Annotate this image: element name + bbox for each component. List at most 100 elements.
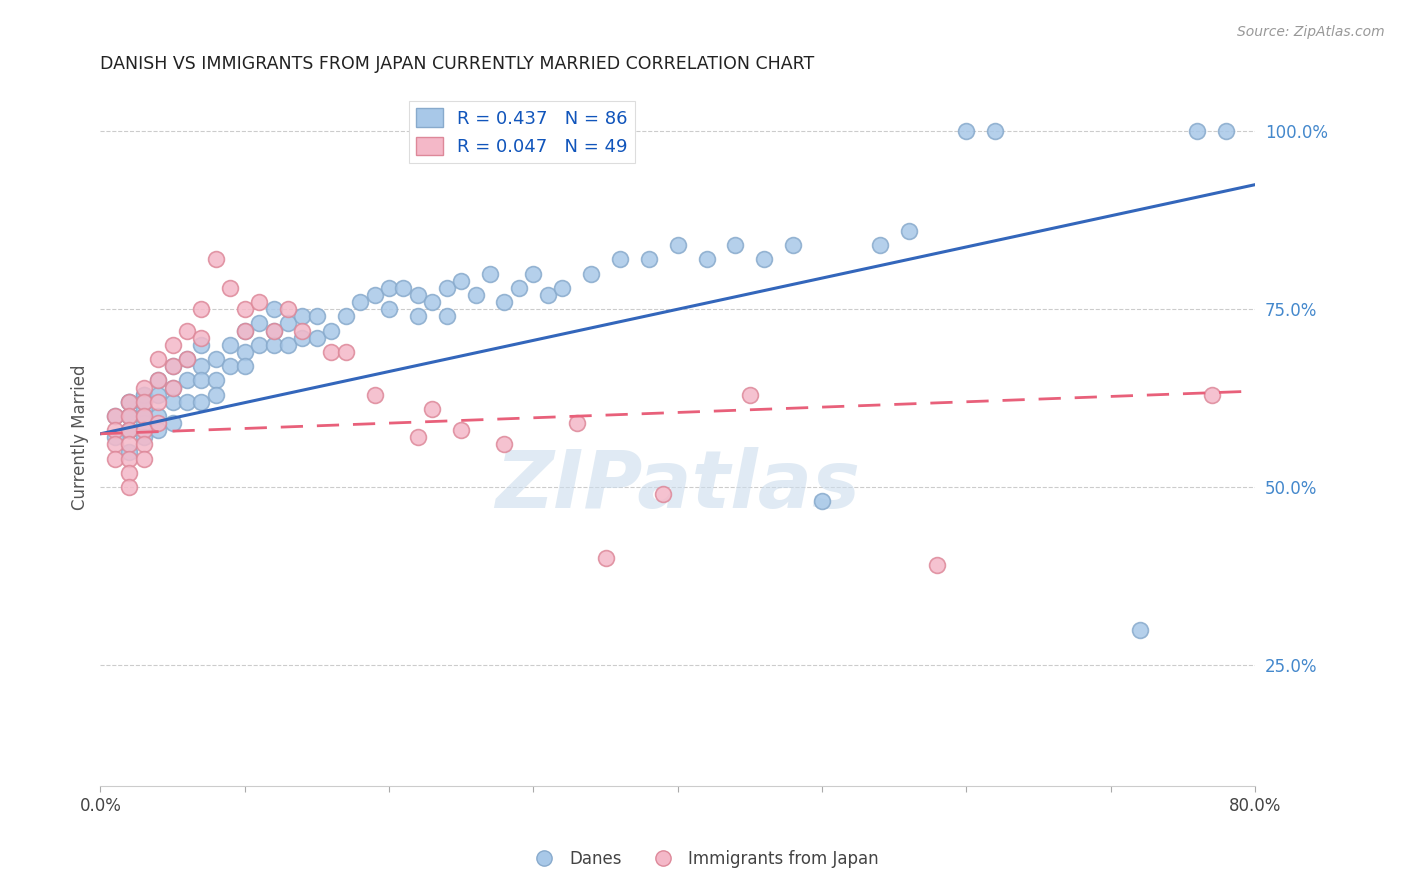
Point (537, 288, 560, 302)
Point (984, 124, 1007, 138)
Point (436, 281, 458, 295)
Point (263, 302, 285, 317)
Point (1128, 623, 1150, 637)
Point (738, 387, 761, 401)
Point (132, 437, 155, 451)
Point (609, 252, 631, 267)
Point (162, 338, 184, 352)
Point (146, 423, 169, 437)
Point (247, 338, 270, 352)
Point (176, 394, 198, 409)
Point (104, 409, 127, 423)
Legend: R = 0.437   N = 86, R = 0.047   N = 49: R = 0.437 N = 86, R = 0.047 N = 49 (409, 101, 636, 163)
Point (349, 295, 371, 310)
Point (190, 359, 212, 374)
Point (162, 380, 184, 394)
Point (420, 295, 443, 310)
Point (927, 558, 949, 573)
Point (233, 302, 256, 317)
Point (1187, 124, 1209, 138)
Point (406, 310, 429, 324)
Point (190, 373, 212, 387)
Point (595, 551, 617, 566)
Point (118, 480, 141, 494)
Point (291, 310, 314, 324)
Point (363, 288, 385, 302)
Point (247, 317, 270, 331)
Point (406, 288, 429, 302)
Point (233, 324, 256, 338)
Point (162, 416, 184, 430)
Point (190, 394, 212, 409)
Point (897, 224, 920, 238)
Point (565, 416, 588, 430)
Point (190, 302, 212, 317)
Point (277, 317, 299, 331)
Point (494, 295, 516, 310)
Point (450, 423, 472, 437)
Point (132, 387, 155, 401)
Point (104, 430, 127, 444)
Point (464, 288, 486, 302)
Point (204, 252, 226, 267)
Point (637, 252, 659, 267)
Point (118, 423, 141, 437)
Point (335, 345, 357, 359)
Point (219, 338, 242, 352)
Point (522, 267, 544, 281)
Point (176, 373, 198, 387)
Point (176, 352, 198, 367)
Text: ZIPatlas: ZIPatlas (495, 447, 860, 525)
Point (104, 423, 127, 437)
Point (146, 416, 169, 430)
Point (132, 416, 155, 430)
Point (132, 387, 155, 401)
Point (118, 394, 141, 409)
Point (263, 324, 285, 338)
Point (146, 394, 169, 409)
Point (204, 373, 226, 387)
Point (754, 252, 776, 267)
Point (190, 331, 212, 345)
Point (450, 274, 472, 288)
Point (162, 359, 184, 374)
Point (406, 430, 429, 444)
Point (190, 338, 212, 352)
Point (118, 423, 141, 437)
Point (233, 324, 256, 338)
Point (162, 394, 184, 409)
Point (233, 345, 256, 359)
Point (291, 331, 314, 345)
Point (551, 281, 574, 295)
Legend: Danes, Immigrants from Japan: Danes, Immigrants from Japan (520, 844, 886, 875)
Point (118, 437, 141, 451)
Point (162, 380, 184, 394)
Point (335, 310, 357, 324)
Point (233, 359, 256, 374)
Point (321, 345, 343, 359)
Point (666, 238, 689, 252)
Point (118, 394, 141, 409)
Point (104, 409, 127, 423)
Point (479, 267, 502, 281)
Point (263, 338, 285, 352)
Point (146, 373, 169, 387)
Point (132, 409, 155, 423)
Point (132, 401, 155, 416)
Point (436, 310, 458, 324)
Point (132, 380, 155, 394)
Point (363, 387, 385, 401)
Point (146, 373, 169, 387)
Point (132, 430, 155, 444)
Point (811, 494, 834, 508)
Point (104, 437, 127, 451)
Point (146, 387, 169, 401)
Point (305, 331, 328, 345)
Point (277, 302, 299, 317)
Point (277, 338, 299, 352)
Point (219, 359, 242, 374)
Point (176, 324, 198, 338)
Point (219, 281, 242, 295)
Point (579, 267, 602, 281)
Point (291, 324, 314, 338)
